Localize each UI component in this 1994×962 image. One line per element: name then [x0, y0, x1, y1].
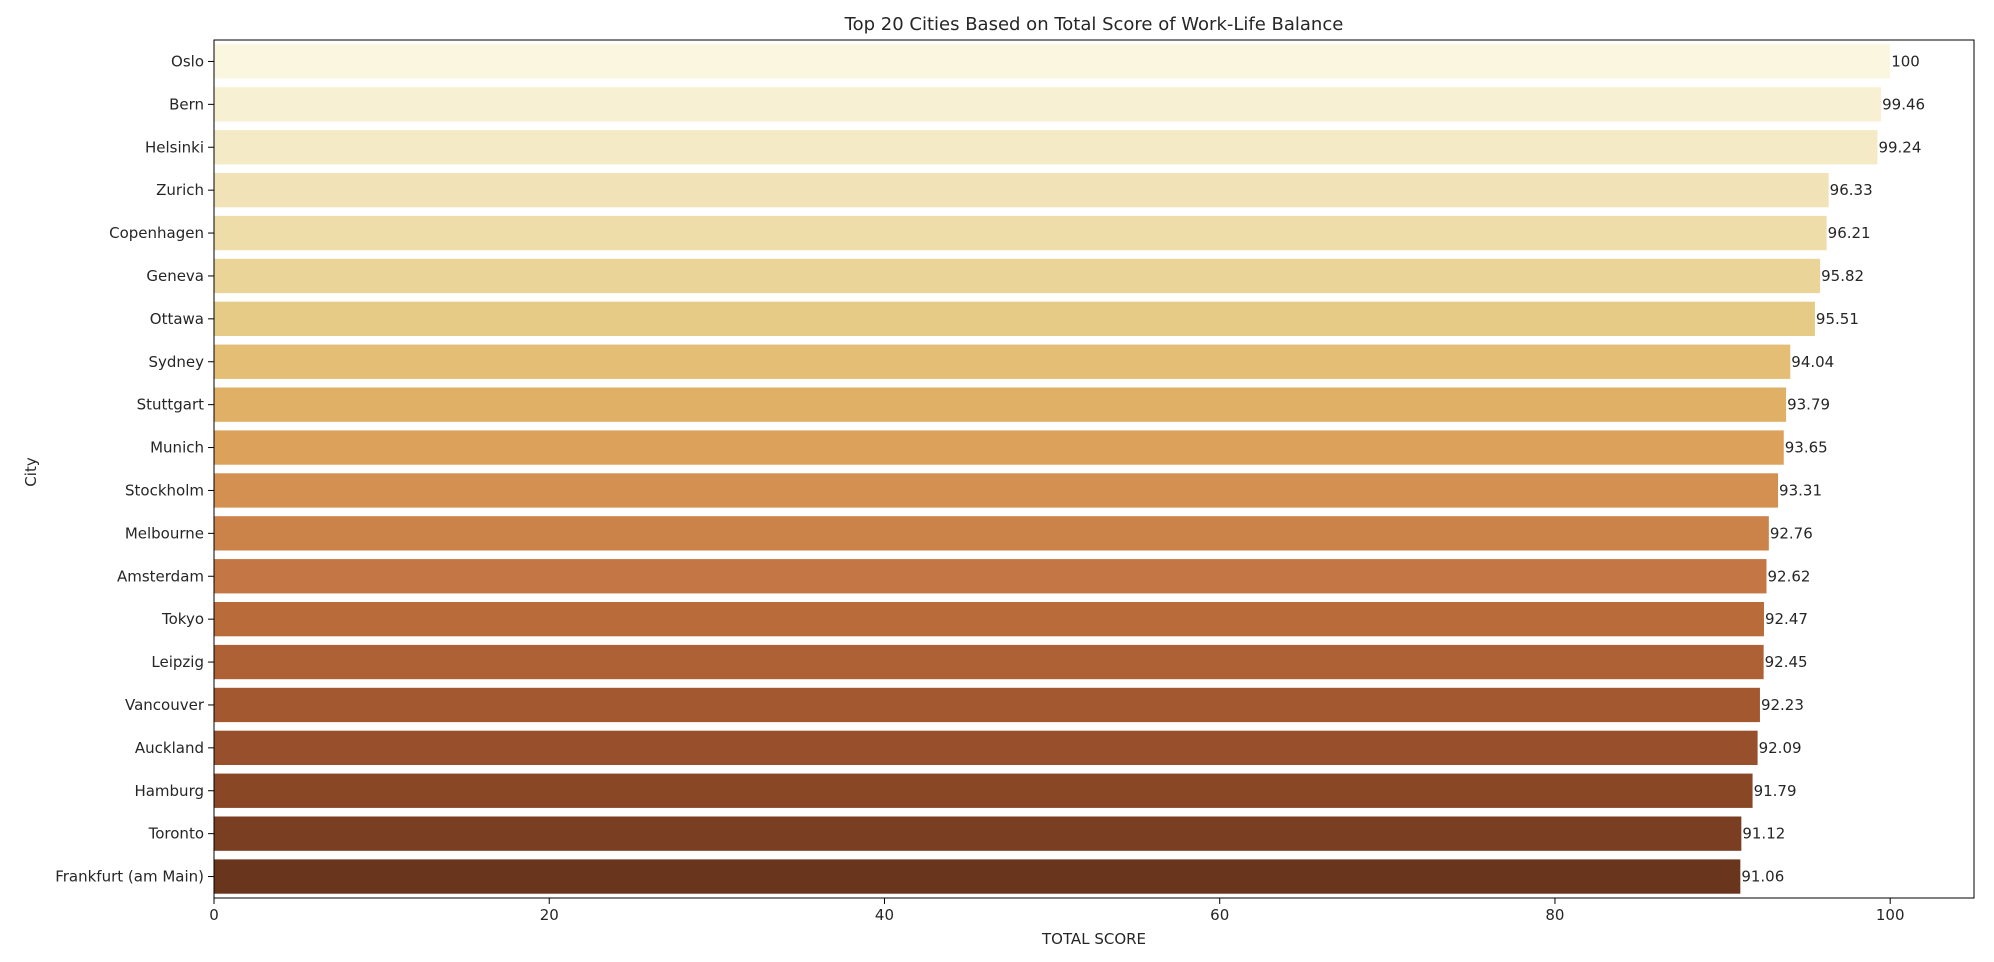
bar — [214, 44, 1891, 79]
y-tick-label: Bern — [169, 95, 204, 113]
bar — [214, 473, 1779, 508]
y-tick-label: Melbourne — [125, 524, 204, 542]
y-tick-label: Copenhagen — [109, 224, 204, 242]
bar — [214, 258, 1821, 294]
x-tick-label: 0 — [209, 906, 219, 924]
chart-title: Top 20 Cities Based on Total Score of Wo… — [844, 14, 1344, 35]
bar — [214, 644, 1764, 680]
x-tick-label: 20 — [540, 906, 559, 924]
bar-value-label: 99.24 — [1878, 138, 1921, 156]
bar — [214, 172, 1829, 208]
bar-value-label: 91.12 — [1742, 825, 1785, 843]
y-tick-label: Tokyo — [161, 610, 204, 628]
bar-value-label: 96.33 — [1830, 181, 1873, 199]
bar-value-label: 100 — [1891, 52, 1920, 70]
y-tick-label: Auckland — [135, 739, 204, 757]
x-axis-ticks: 0 20 40 60 80 100 — [209, 898, 1905, 924]
bar — [214, 816, 1742, 851]
bar — [214, 516, 1769, 551]
y-tick-label: Vancouver — [125, 696, 205, 714]
bar-value-label: 92.47 — [1765, 610, 1808, 628]
x-tick-label: 80 — [1545, 906, 1564, 924]
bar-value-label: 95.51 — [1816, 310, 1859, 328]
bar — [214, 687, 1760, 723]
bar — [214, 859, 1741, 894]
y-axis-ticks: Oslo Bern Helsinki Zurich Copenhagen Geneva Ot… — [55, 52, 214, 886]
bar-value-label: 94.04 — [1791, 353, 1834, 371]
bar — [214, 559, 1767, 594]
y-tick-label: Stockholm — [125, 481, 204, 499]
bar-value-label: 92.76 — [1770, 524, 1813, 542]
bar — [214, 773, 1753, 808]
y-tick-label: Ottawa — [150, 310, 204, 328]
y-tick-label: Hamburg — [134, 782, 204, 800]
bar-value-label: 92.23 — [1761, 696, 1804, 714]
bar-value-label: 91.06 — [1741, 868, 1784, 886]
y-tick-label: Stuttgart — [137, 396, 205, 414]
bar-value-label: 92.45 — [1765, 653, 1808, 671]
bar-value-label: 92.09 — [1759, 739, 1802, 757]
y-tick-label: Amsterdam — [117, 567, 204, 585]
value-labels-group: 100 99.46 99.24 96.33 96.21 95.82 95.51 94.04 93… — [1741, 52, 1925, 885]
bar-value-label: 93.31 — [1779, 481, 1822, 499]
bar — [214, 387, 1787, 422]
bars-group — [214, 44, 1891, 894]
y-tick-label: Oslo — [171, 52, 204, 70]
bar-value-label: 93.79 — [1787, 396, 1830, 414]
bar — [214, 730, 1758, 766]
x-tick-label: 60 — [1210, 906, 1229, 924]
plot-frame — [213, 39, 1975, 899]
bar — [214, 430, 1784, 465]
bar-value-label: 91.79 — [1754, 782, 1797, 800]
bar — [214, 344, 1791, 379]
y-tick-label: Frankfurt (am Main) — [55, 868, 204, 886]
y-tick-label: Helsinki — [145, 138, 204, 156]
y-tick-label: Leipzig — [151, 653, 204, 671]
bar-value-label: 93.65 — [1785, 439, 1828, 457]
y-axis-label: City — [22, 457, 40, 487]
bar — [214, 130, 1878, 165]
x-tick-label: 40 — [875, 906, 894, 924]
y-tick-label: Zurich — [156, 181, 204, 199]
x-axis-label: TOTAL SCORE — [1041, 930, 1146, 948]
bar-value-label: 99.46 — [1882, 95, 1925, 113]
bar-value-label: 95.82 — [1821, 267, 1864, 285]
bar — [214, 301, 1815, 337]
y-tick-label: Geneva — [146, 267, 204, 285]
bar — [214, 87, 1882, 122]
bar-value-label: 96.21 — [1828, 224, 1871, 242]
y-tick-label: Sydney — [148, 353, 204, 371]
y-tick-label: Munich — [150, 439, 204, 457]
bar — [214, 601, 1764, 637]
bar — [214, 215, 1827, 251]
bar-value-label: 92.62 — [1767, 567, 1810, 585]
x-tick-label: 100 — [1876, 906, 1905, 924]
y-tick-label: Toronto — [148, 825, 204, 843]
